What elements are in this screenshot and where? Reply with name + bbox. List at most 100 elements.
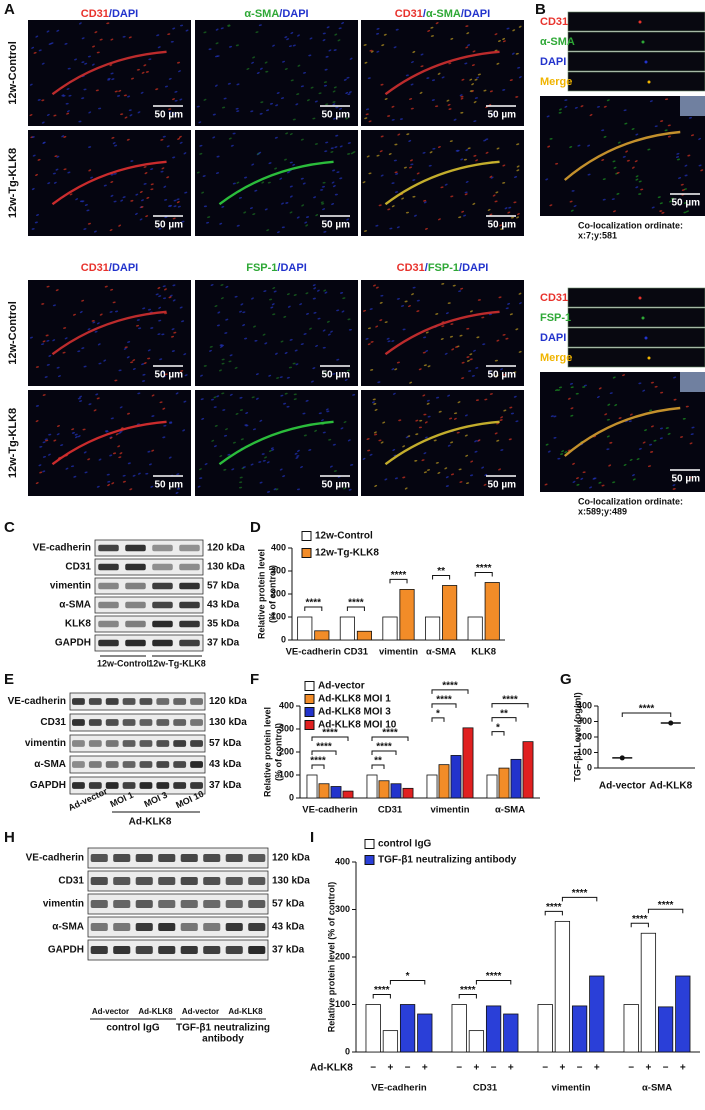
cell — [113, 173, 117, 175]
cell — [427, 29, 431, 32]
band — [152, 620, 173, 628]
cell — [419, 419, 423, 422]
group-label: 12w-Control — [97, 658, 149, 668]
cell — [98, 107, 102, 110]
cell — [261, 453, 265, 455]
cell — [506, 27, 510, 30]
cell — [472, 50, 476, 53]
group-label: Ad-KLK8 — [129, 817, 172, 828]
cell — [240, 438, 244, 441]
cell — [502, 373, 506, 376]
sig-label: **** — [460, 985, 476, 996]
cell — [404, 300, 408, 303]
band — [158, 923, 176, 931]
cell — [286, 293, 290, 296]
cell — [289, 195, 293, 198]
bar — [442, 585, 458, 641]
cell — [126, 412, 131, 415]
cell — [395, 28, 399, 31]
y-tick-label: 0 — [587, 762, 592, 772]
cell — [513, 395, 517, 398]
cell — [323, 230, 327, 233]
cell — [75, 198, 79, 201]
cell — [242, 324, 246, 327]
cell — [293, 294, 297, 296]
cell — [567, 397, 571, 400]
protein-label: VE-cadherin — [26, 853, 84, 864]
cell — [140, 206, 144, 208]
cell — [79, 200, 84, 203]
band — [179, 582, 200, 590]
cell — [340, 427, 344, 430]
band — [179, 639, 200, 647]
cell — [316, 289, 320, 292]
cell — [127, 95, 131, 98]
band — [179, 601, 200, 609]
size-label: 37 kDa — [272, 945, 305, 956]
cell — [168, 456, 172, 459]
cell — [362, 309, 367, 312]
sig-bracket — [311, 750, 337, 755]
image-background — [195, 390, 358, 496]
cell — [329, 465, 333, 468]
cell — [156, 34, 160, 37]
cell — [162, 407, 166, 410]
cell — [450, 441, 454, 444]
scale-label: 50 µm — [321, 110, 350, 121]
cell — [430, 26, 434, 29]
cell — [99, 313, 103, 316]
cell — [690, 433, 694, 436]
blot-strip — [87, 870, 269, 892]
cell — [429, 151, 433, 154]
band — [179, 563, 200, 571]
cell — [570, 414, 574, 417]
cell — [157, 46, 161, 49]
cell — [628, 420, 632, 423]
header-part: /DAPI — [277, 262, 306, 274]
column-header: CD31/DAPI — [81, 262, 138, 274]
legend-label: Ad-KLK8 MOI 1 — [318, 694, 391, 705]
cell — [179, 141, 183, 144]
cell — [289, 161, 293, 164]
cell — [495, 191, 499, 194]
cell — [509, 406, 513, 409]
cell — [420, 65, 424, 68]
band — [248, 946, 266, 954]
cell — [572, 480, 576, 483]
cell — [84, 62, 88, 65]
cell — [198, 121, 202, 124]
cell — [370, 369, 374, 371]
cell — [481, 466, 485, 469]
cell — [472, 202, 476, 205]
cell — [148, 463, 152, 466]
band — [152, 563, 173, 571]
cell — [636, 458, 640, 461]
sig-label: * — [406, 971, 410, 982]
cell — [128, 109, 132, 112]
cell — [427, 365, 431, 368]
cell — [177, 205, 181, 208]
cell — [262, 333, 266, 336]
cell — [266, 109, 270, 112]
cell — [367, 327, 372, 330]
band — [98, 601, 119, 609]
cell — [326, 320, 330, 323]
cell — [170, 40, 174, 43]
cell — [296, 488, 301, 491]
band — [125, 601, 146, 609]
cell — [78, 120, 82, 123]
cell — [97, 343, 101, 346]
sig-label: **** — [348, 598, 364, 609]
cell — [460, 287, 464, 290]
cell — [587, 173, 591, 176]
cell — [461, 210, 465, 213]
cell — [508, 438, 512, 441]
sig-label: **** — [486, 971, 502, 982]
cell — [322, 181, 326, 184]
cell — [213, 406, 217, 408]
cell — [468, 370, 472, 372]
cell — [665, 427, 669, 429]
cell — [109, 229, 113, 232]
legend-swatch — [364, 839, 375, 849]
band — [173, 698, 187, 705]
